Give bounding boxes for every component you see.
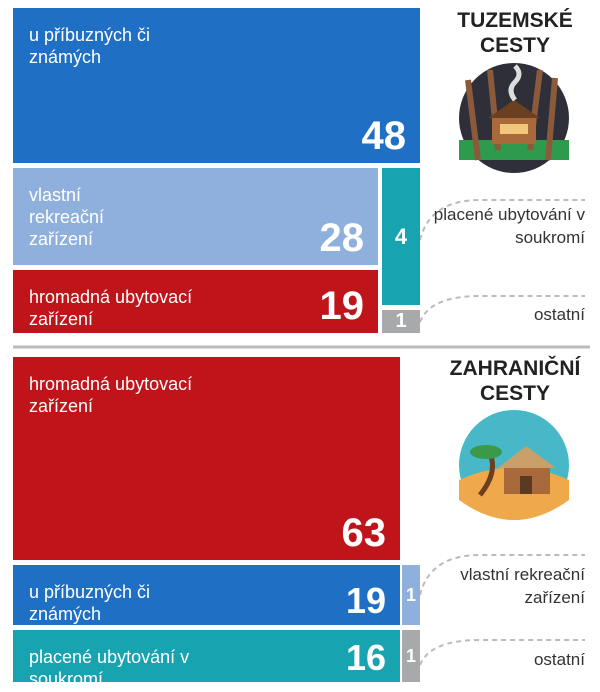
value-label: 1 [395,310,407,332]
block [13,8,420,163]
value-label: 16 [345,636,386,678]
block [402,630,420,682]
section-title: ZAHRANIČNÍ CESTY [449,357,581,405]
connector [419,639,585,666]
section-title: TUZEMSKÉ CESTY [457,9,573,57]
value-label: 1 [405,584,416,605]
block [13,168,378,265]
connector [419,199,585,241]
domestic-icon [459,63,569,173]
category-label: ostatní [533,650,585,669]
category-label: vlastní rekreační zařízení [29,185,105,249]
category-label: placené ubytování v soukromí [29,647,190,689]
value-label: 63 [341,511,387,555]
category-label: ostatní [533,305,585,324]
value-label: 4 [394,223,408,249]
value-label: 19 [345,579,386,621]
category-label: hromadná ubytovací zařízení [29,287,193,329]
block [13,270,378,333]
category-label: placené ubytování v soukromí [433,205,585,247]
block [13,357,400,560]
connector [419,554,585,596]
value-label: 28 [319,216,365,260]
category-label: hromadná ubytovací zařízení [29,374,193,416]
block [13,565,400,625]
value-label: 19 [319,284,365,328]
block [382,168,420,305]
value-label: 48 [361,114,407,158]
value-label: 1 [405,645,416,666]
category-label: u příbuzných či známých [29,25,151,67]
category-label: vlastní rekreační zařízení [460,565,585,607]
block [402,565,420,625]
block [382,310,420,333]
category-label: u příbuzných či známých [29,582,151,624]
block [13,630,400,682]
foreign-icon [459,410,569,520]
